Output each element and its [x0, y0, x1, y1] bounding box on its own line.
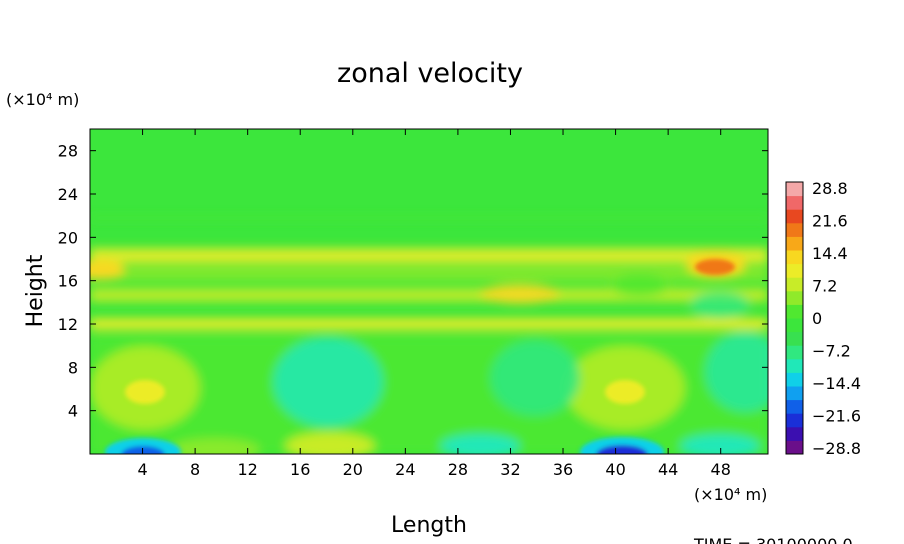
colorbar-segment	[786, 372, 803, 387]
y-tick-label: 16	[58, 272, 78, 291]
colorbar-segment	[786, 358, 803, 373]
colorbar-segment	[786, 386, 803, 401]
colorbar-segment	[786, 222, 803, 237]
colorbar-segment	[786, 182, 803, 197]
colorbar-segment	[786, 440, 803, 455]
colorbar-segment	[786, 263, 803, 278]
x-tick-label: 48	[711, 460, 731, 479]
y-axis-unit: (×10⁴ m)	[6, 90, 79, 109]
x-tick-label: 28	[448, 460, 468, 479]
colorbar-label: −7.2	[812, 342, 851, 361]
x-tick-label: 36	[553, 460, 573, 479]
colorbar-segment	[786, 399, 803, 414]
colorbar-label: −21.6	[812, 407, 861, 426]
colorbar-label: 0	[812, 309, 822, 328]
time-readout: TIME = 30100000.0	[693, 535, 853, 544]
colorbar-segment	[786, 209, 803, 224]
x-tick-label: 40	[605, 460, 625, 479]
colorbar-label: 14.4	[812, 244, 848, 263]
colorbar-segment	[786, 413, 803, 428]
colorbar-segment	[786, 250, 803, 265]
x-tick-label: 20	[343, 460, 363, 479]
x-tick-label: 32	[500, 460, 520, 479]
colorbar-segment	[786, 318, 803, 333]
colorbar-label: 28.8	[812, 179, 848, 198]
colorbar-label: 7.2	[812, 277, 837, 296]
colorbar-frame	[785, 181, 804, 455]
colorbar-label: −28.8	[812, 439, 861, 458]
colorbar: 28.8 21.6 14.4 7.2 0 −7.2 −14.4 −21.6 −28.8	[785, 179, 861, 458]
plot-frame	[89, 128, 769, 455]
y-tick-label: 28	[58, 142, 78, 161]
colorbar-segment	[786, 290, 803, 305]
y-tick-label: 4	[68, 402, 78, 421]
y-tick-label: 20	[58, 228, 78, 247]
x-axis-label: Length	[391, 513, 467, 538]
colorbar-segment	[786, 304, 803, 319]
colorbar-segment	[786, 426, 803, 441]
heatmap-field	[90, 129, 768, 454]
x-tick-label: 44	[658, 460, 678, 479]
y-tick-label: 12	[58, 315, 78, 334]
x-tick-label: 24	[395, 460, 415, 479]
colorbar-segment	[786, 331, 803, 346]
y-tick-label: 8	[68, 358, 78, 377]
x-tick-label: 12	[237, 460, 257, 479]
y-tick-label: 24	[58, 185, 78, 204]
colorbar-label: 21.6	[812, 212, 848, 231]
chart-title: zonal velocity	[337, 58, 523, 89]
x-tick-label: 4	[137, 460, 147, 479]
x-tick-label: 16	[290, 460, 310, 479]
colorbar-segment	[786, 277, 803, 292]
colorbar-segment	[786, 236, 803, 251]
colorbar-label: −14.4	[812, 374, 861, 393]
x-axis-unit: (×10⁴ m)	[694, 485, 767, 504]
colorbar-segment	[786, 345, 803, 360]
x-axis: 4 8 12 16 20 24 28 32 36 40 44 48	[137, 129, 731, 479]
y-axis-label: Height	[23, 254, 48, 327]
colorbar-segment	[786, 195, 803, 210]
y-axis: 4 8 12 16 20 24 28	[58, 142, 768, 421]
x-tick-label: 8	[190, 460, 200, 479]
